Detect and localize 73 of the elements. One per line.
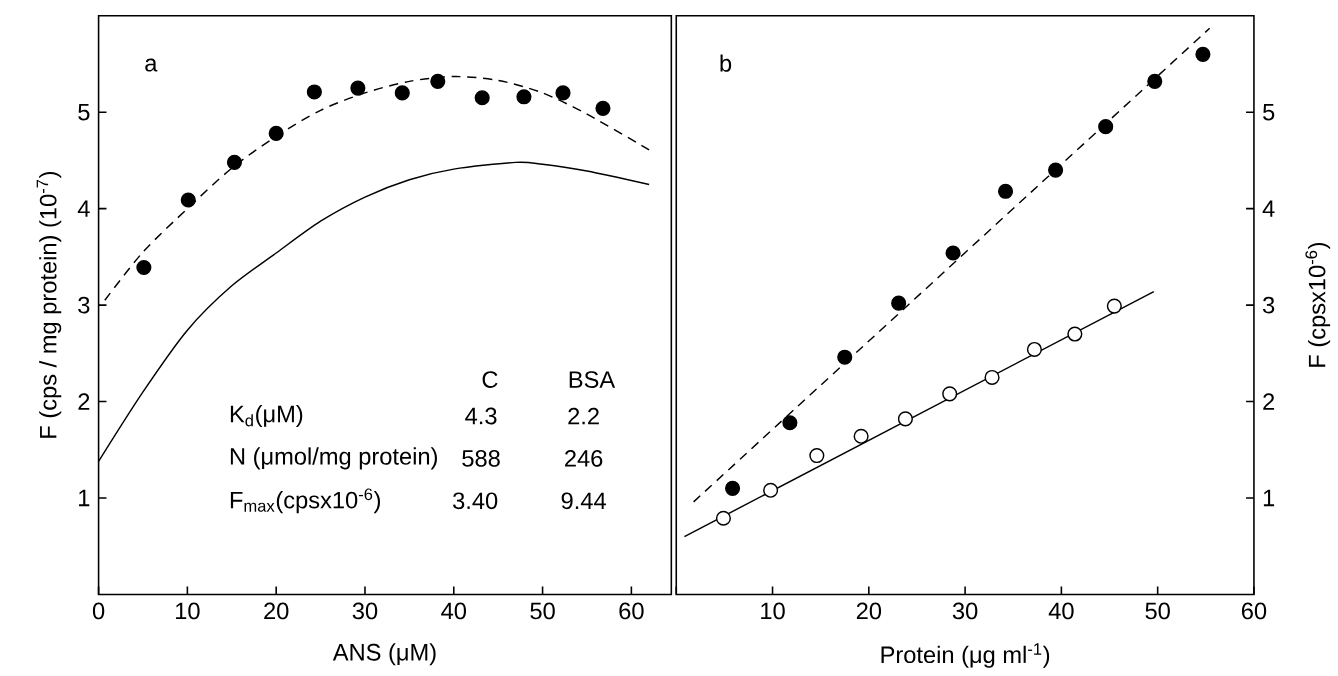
y-tick-label: 2 (1263, 393, 1275, 410)
point (997, 183, 1014, 200)
x-tick-label: 20 (856, 602, 882, 620)
y-tick-label: 2 (78, 393, 90, 410)
point (350, 80, 366, 96)
point (763, 482, 779, 498)
point (1048, 162, 1064, 178)
annotation: C (482, 371, 498, 389)
point (984, 370, 1000, 386)
annotation: 4.3 (465, 407, 497, 425)
y-tick-label: 4 (1262, 200, 1275, 217)
y-tick-label: 5 (78, 104, 90, 121)
point (555, 85, 571, 101)
point (715, 510, 731, 526)
y-tick-label: 1 (1263, 490, 1275, 507)
x-tick-label: 30 (352, 602, 378, 620)
y-tick-label: 3 (1263, 296, 1275, 314)
y-tick-label: 1 (79, 490, 90, 507)
annotation: b (720, 54, 732, 72)
point (1147, 73, 1163, 90)
y-axis-title: F (cps / mg protein) (10$^{-7}$) (36, 172, 62, 438)
annotation: 2.2 (568, 407, 599, 425)
point (942, 386, 958, 402)
point (268, 126, 284, 142)
x-tick-label: 0 (92, 602, 105, 620)
y-tick-label: 3 (78, 296, 90, 314)
point (226, 154, 243, 171)
point (430, 73, 446, 90)
x-tick-label: 30 (952, 602, 978, 620)
x-tick-label: 20 (264, 602, 289, 620)
annotation: 246 (565, 450, 603, 467)
point (1106, 298, 1122, 314)
point (474, 90, 490, 106)
x-tick-label: 60 (1241, 602, 1267, 620)
point (809, 448, 825, 464)
annotation: F$_{max}$(cpsx10$^{-6}$) (230, 488, 380, 514)
point (853, 428, 869, 444)
y-axis-title: F (cpsx10$^{-6}$) (1305, 243, 1331, 367)
x-tick-label: 10 (761, 602, 785, 620)
point (1195, 46, 1211, 63)
point (1098, 119, 1114, 135)
point (595, 100, 611, 117)
point (725, 480, 741, 497)
point (1067, 326, 1083, 342)
point (1026, 342, 1042, 358)
x-tick-label: 50 (1145, 602, 1170, 620)
point (837, 349, 853, 365)
line-series (104, 75, 650, 302)
x-tick-label: 40 (1048, 602, 1074, 620)
x-tick-label: 10 (176, 602, 200, 620)
point (897, 411, 913, 427)
x-tick-label: 40 (441, 602, 467, 620)
x-axis-title: ANS (μM) (332, 643, 436, 666)
point (891, 295, 907, 311)
annotation: K$_{d}$(μM) (230, 405, 303, 428)
annotation: BSA (569, 371, 616, 389)
annotation: 588 (462, 450, 500, 467)
annotation: 9.44 (561, 492, 606, 510)
y-tick-label: 5 (1263, 104, 1275, 121)
annotation: 3.40 (453, 492, 498, 510)
x-tick-label: 50 (530, 602, 555, 620)
point (516, 89, 532, 105)
annotation: a (145, 58, 158, 72)
point (136, 260, 152, 276)
annotation: N (μmol/mg protein) (230, 447, 437, 470)
point (782, 415, 798, 431)
x-tick-label: 60 (619, 602, 644, 620)
point (306, 84, 322, 100)
point (945, 245, 961, 261)
y-tick-label: 4 (77, 200, 90, 217)
x-axis-title: Protein (μg ml$^{-1}$) (881, 643, 1050, 668)
point (394, 85, 410, 101)
point (180, 192, 196, 208)
